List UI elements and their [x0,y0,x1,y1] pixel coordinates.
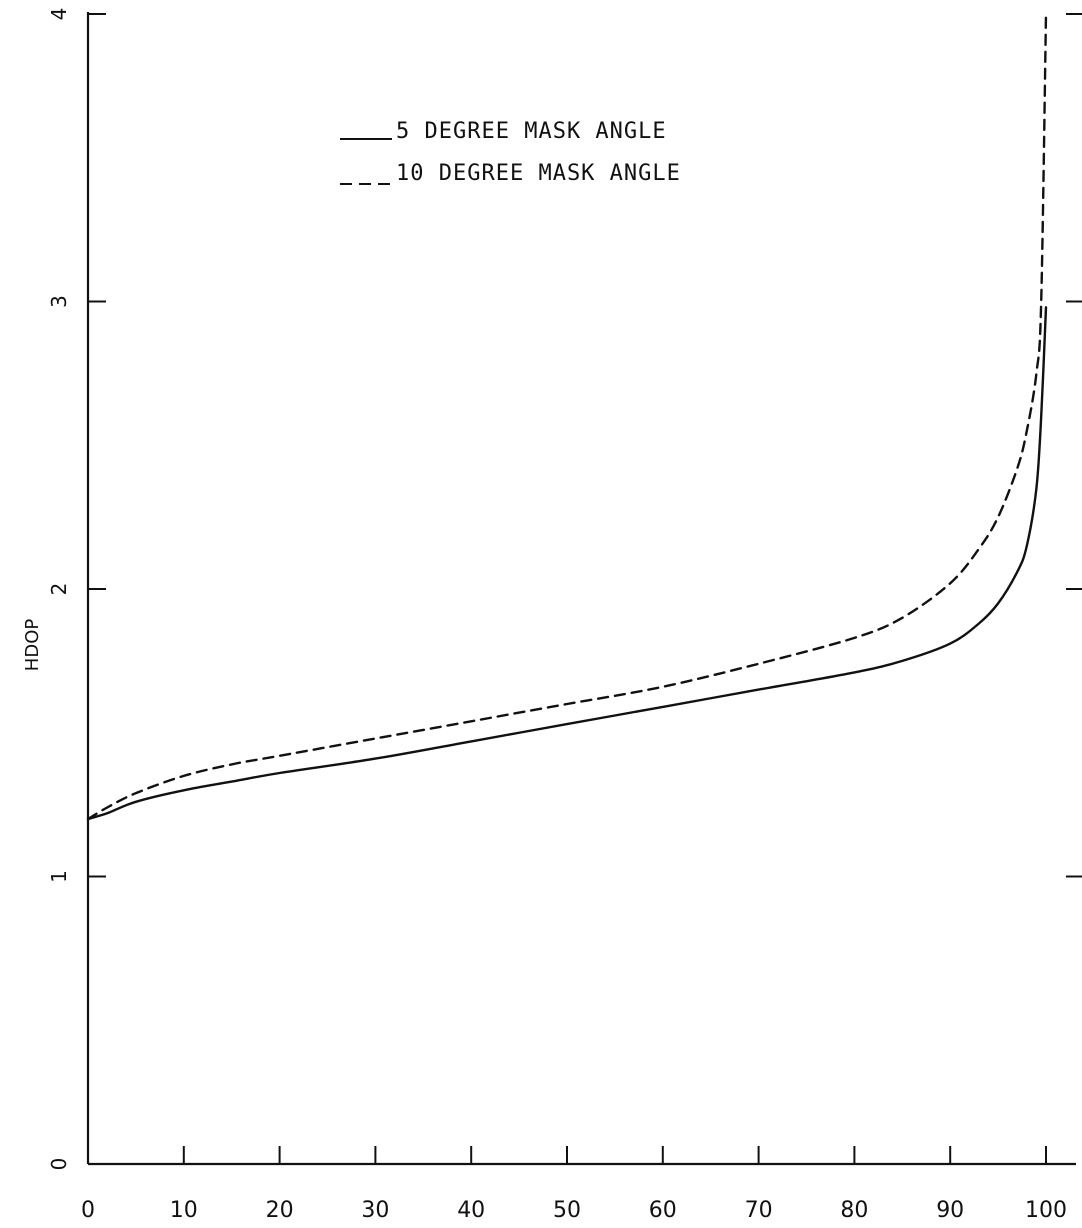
y-tick-label: 3 [47,295,71,308]
x-tick-label: 70 [745,1198,773,1223]
series-layer [86,12,1048,821]
x-tick-label: 100 [1025,1198,1067,1223]
legend-label-5-degree: 5 DEGREE MASK ANGLE [396,119,667,144]
x-tick-label: 40 [457,1198,485,1223]
x-tick-label: 30 [361,1198,389,1223]
right-edge-ticks [1066,13,1082,878]
x-tick-label: 60 [649,1198,677,1223]
legend-label-10-degree: 10 DEGREE MASK ANGLE [396,161,681,186]
y-tick-label: 4 [47,8,71,21]
x-tick-label: 80 [840,1198,868,1223]
series-line-10-degree [86,12,1048,821]
x-tick-label: 0 [81,1198,95,1223]
x-tick-label: 90 [936,1198,964,1223]
x-tick-label: 20 [266,1198,294,1223]
series-line-5-degree [86,306,1048,821]
x-tick-label: 50 [553,1198,581,1223]
y-tick-label: 0 [47,1158,71,1171]
legend: 5 DEGREE MASK ANGLE 10 DEGREE MASK ANGLE [340,119,681,186]
y-tick-label: 2 [47,583,71,596]
x-ticks: 0 10 20 30 40 50 60 70 80 90 100 [81,1146,1067,1223]
y-axis-title: HDOP [22,619,43,672]
x-tick-label: 10 [170,1198,198,1223]
y-tick-label: 1 [47,870,71,883]
y-ticks: 0 1 2 3 4 [47,8,106,1171]
